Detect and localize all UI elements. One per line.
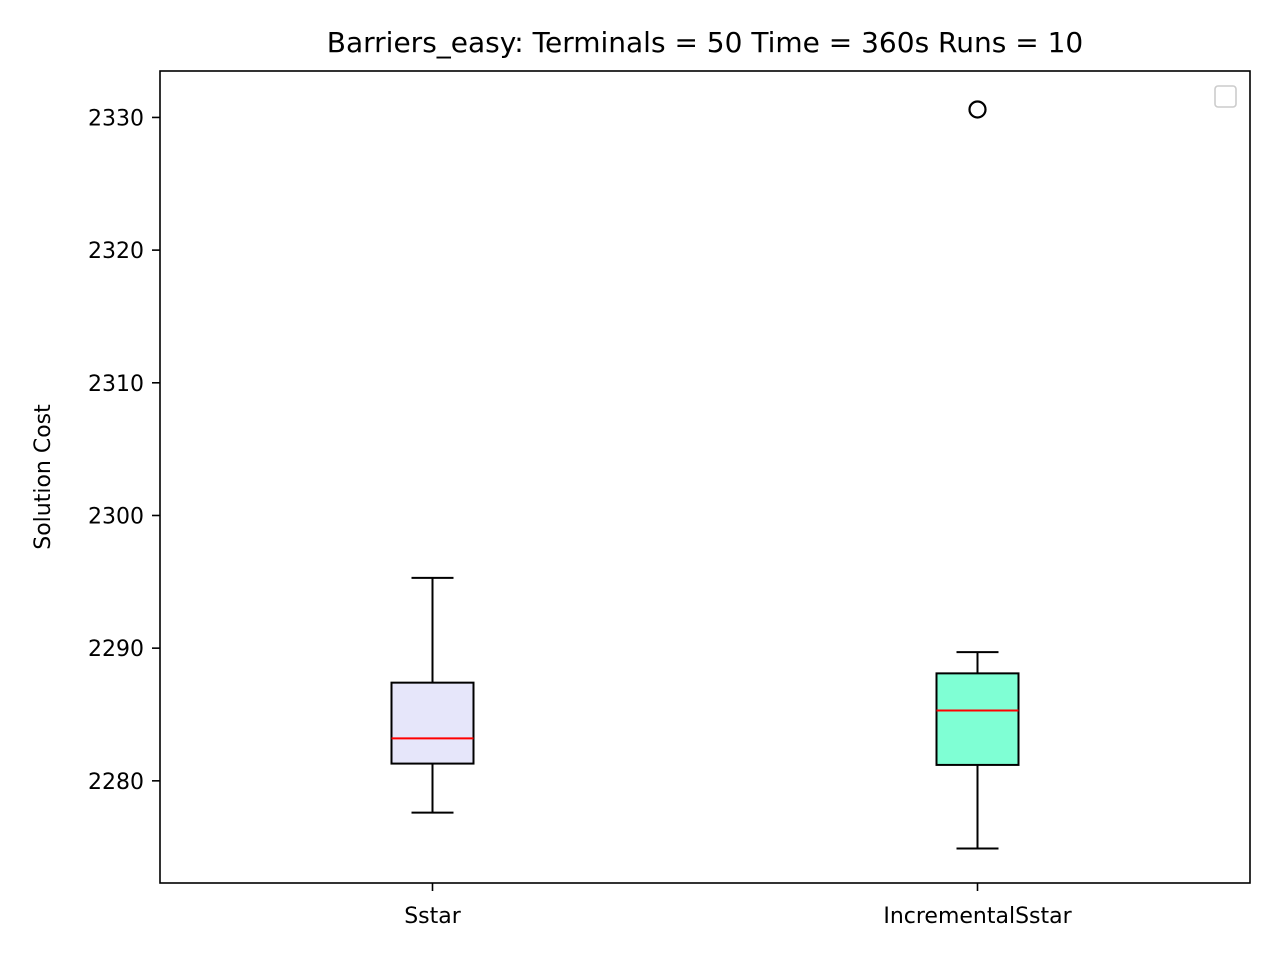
y-axis-label: Solution Cost <box>31 404 56 550</box>
y-axis-ticks: 2280 2290 2300 2310 2320 2330 <box>88 106 160 795</box>
box-2 <box>935 100 1020 850</box>
y-tick-label: 2290 <box>88 637 144 662</box>
legend-box <box>1214 85 1237 108</box>
iqr-box <box>390 681 475 765</box>
outlier-point <box>968 100 987 119</box>
box-1 <box>390 576 475 814</box>
y-tick-label: 2330 <box>88 106 144 131</box>
y-tick-label: 2320 <box>88 239 144 264</box>
plot-area <box>390 100 1020 850</box>
x-axis-ticks: Sstar IncrementalSstar <box>404 883 1073 929</box>
y-tick-label: 2310 <box>88 372 144 397</box>
x-tick-label: Sstar <box>404 904 462 929</box>
axes-frame <box>159 70 1251 884</box>
chart-title: Barriers_easy: Terminals = 50 Time = 360… <box>327 26 1083 59</box>
y-tick-label: 2280 <box>88 770 144 795</box>
iqr-box <box>935 672 1020 766</box>
x-tick-label: IncrementalSstar <box>883 904 1072 929</box>
y-tick-label: 2300 <box>88 504 144 529</box>
